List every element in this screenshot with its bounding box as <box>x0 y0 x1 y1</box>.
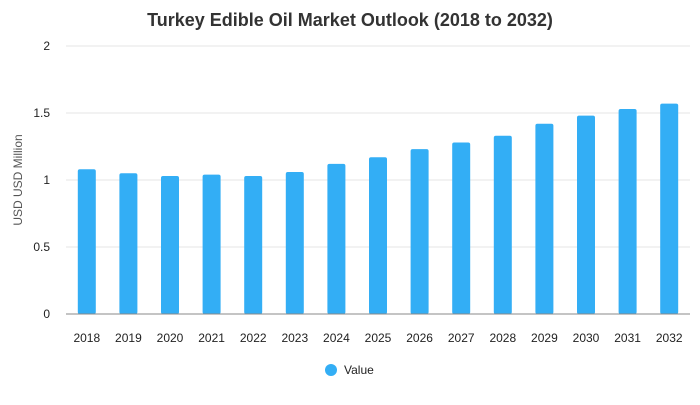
bar-2032[interactable] <box>660 103 679 315</box>
x-tick-label: 2024 <box>323 331 350 345</box>
bar-2025[interactable] <box>369 157 387 314</box>
y-tick-label: 0.5 <box>33 240 50 254</box>
legend-marker-value <box>325 364 337 376</box>
x-tick-label: 2019 <box>115 331 142 345</box>
bar-2021[interactable] <box>202 174 221 314</box>
y-tick-label: 1 <box>43 173 50 187</box>
chart-title: Turkey Edible Oil Market Outlook (2018 t… <box>147 10 553 30</box>
x-tick-label: 2022 <box>240 331 267 345</box>
bar-2023[interactable] <box>285 171 304 314</box>
y-tick-label: 0 <box>43 307 50 321</box>
x-tick-label: 2026 <box>406 331 433 345</box>
bar-2030[interactable] <box>577 115 595 315</box>
y-axis-ticks: 0 0.5 1 1.5 2 <box>33 39 50 321</box>
bar-2028[interactable] <box>493 135 512 314</box>
x-tick-label: 2025 <box>365 331 392 345</box>
bar-2022[interactable] <box>244 175 263 314</box>
bars <box>77 103 679 315</box>
y-tick-label: 2 <box>43 39 50 53</box>
bar-2024[interactable] <box>327 163 346 314</box>
bar-2027[interactable] <box>452 142 471 314</box>
bar-2026[interactable] <box>410 149 429 314</box>
legend-label-value[interactable]: Value <box>344 363 374 377</box>
x-tick-label: 2030 <box>573 331 600 345</box>
bar-2019[interactable] <box>119 173 138 314</box>
x-tick-label: 2031 <box>614 331 641 345</box>
x-tick-label: 2029 <box>531 331 558 345</box>
legend: Value <box>325 363 374 377</box>
x-tick-label: 2020 <box>157 331 184 345</box>
bar-2029[interactable] <box>535 123 554 314</box>
x-axis-ticks: 2018 2019 2020 2021 2022 2023 2024 2025 2026 2027… <box>73 331 682 345</box>
x-tick-label: 2027 <box>448 331 475 345</box>
x-tick-label: 2032 <box>656 331 683 345</box>
y-tick-label: 1.5 <box>33 106 50 120</box>
x-tick-label: 2023 <box>281 331 308 345</box>
x-tick-label: 2028 <box>489 331 516 345</box>
bar-2020[interactable] <box>161 175 179 314</box>
y-axis-label: USD USD Million <box>11 134 25 225</box>
bar-2031[interactable] <box>618 108 637 314</box>
bar-2018[interactable] <box>77 169 96 314</box>
x-tick-label: 2018 <box>73 331 100 345</box>
x-tick-label: 2021 <box>198 331 225 345</box>
